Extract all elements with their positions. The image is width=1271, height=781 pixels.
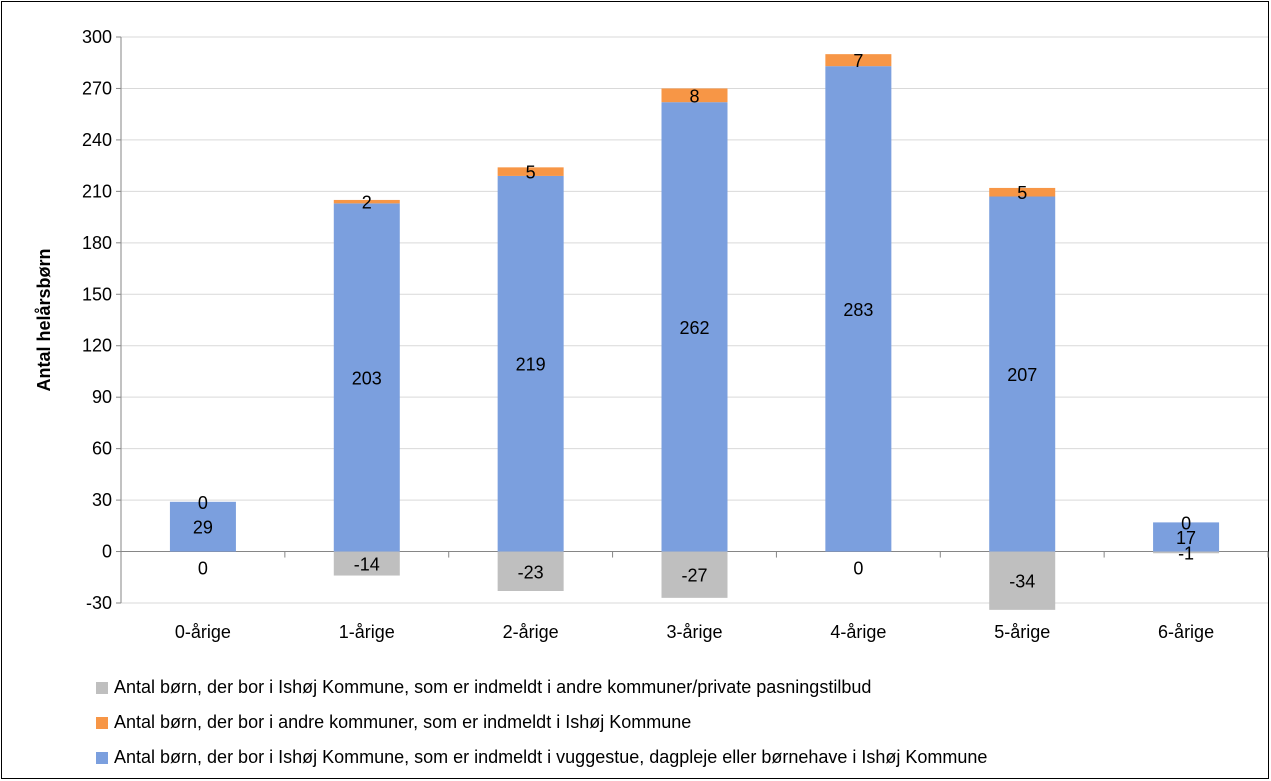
legend-label: Antal børn, der bor i Ishøj Kommune, som… xyxy=(114,677,872,697)
y-tick-label: 90 xyxy=(92,387,112,407)
y-axis-title: Antal helårsbørn xyxy=(34,248,54,391)
bar-from-other-municipalities xyxy=(825,54,892,67)
bar-from-other-municipalities xyxy=(497,167,564,176)
data-label-other-municipalities: 0 xyxy=(853,559,863,579)
y-tick-label: 210 xyxy=(82,181,112,201)
data-label-ishoj-enrolled: 283 xyxy=(843,300,873,320)
legend-swatch-orange xyxy=(96,717,108,729)
legend-label: Antal børn, der bor i andre kommuner, so… xyxy=(114,712,692,732)
data-label-ishoj-enrolled: 219 xyxy=(516,355,546,375)
legend-item-from-other-municipalities: Antal børn, der bor i andre kommuner, so… xyxy=(96,705,987,740)
y-tick-label: 240 xyxy=(82,130,112,150)
x-tick-label: 2-årige xyxy=(503,622,559,642)
x-tick-label: 5-årige xyxy=(994,622,1050,642)
data-label-other-municipalities: -34 xyxy=(1009,572,1035,592)
bar-other-municipalities xyxy=(1153,551,1220,554)
legend-label: Antal børn, der bor i Ishøj Kommune, som… xyxy=(114,747,988,767)
y-tick-label: 120 xyxy=(82,336,112,356)
data-label-ishoj-enrolled: 17 xyxy=(1176,528,1196,548)
y-tick-label: -30 xyxy=(86,593,112,613)
bar-ishoj-enrolled xyxy=(1153,522,1220,552)
bar-from-other-municipalities xyxy=(989,187,1056,197)
data-label-from-other-municipalities: 7 xyxy=(853,51,863,71)
y-tick-label: 30 xyxy=(92,490,112,510)
x-tick-label: 4-årige xyxy=(830,622,886,642)
legend-item-ishoj-enrolled: Antal børn, der bor i Ishøj Kommune, som… xyxy=(96,740,987,775)
y-tick-label: 180 xyxy=(82,233,112,253)
legend: Antal børn, der bor i Ishøj Kommune, som… xyxy=(96,670,987,775)
data-label-from-other-municipalities: 5 xyxy=(526,163,536,183)
bar-ishoj-enrolled xyxy=(661,102,728,552)
data-label-from-other-municipalities: 2 xyxy=(362,193,372,213)
data-label-ishoj-enrolled: 203 xyxy=(352,368,382,388)
x-tick-label: 3-årige xyxy=(666,622,722,642)
data-label-other-municipalities: 0 xyxy=(198,559,208,579)
y-tick-label: 270 xyxy=(82,78,112,98)
bar-ishoj-enrolled xyxy=(989,196,1056,552)
data-label-ishoj-enrolled: 262 xyxy=(679,318,709,338)
data-label-other-municipalities: -27 xyxy=(681,566,707,586)
bar-other-municipalities xyxy=(333,551,400,576)
data-label-other-municipalities: -14 xyxy=(354,555,380,575)
legend-swatch-blue xyxy=(96,752,108,764)
y-tick-label: 150 xyxy=(82,284,112,304)
data-label-ishoj-enrolled: 29 xyxy=(193,518,213,538)
data-label-from-other-municipalities: 0 xyxy=(198,493,208,513)
bar-other-municipalities xyxy=(661,551,728,598)
bar-ishoj-enrolled xyxy=(169,501,236,552)
data-label-from-other-municipalities: 5 xyxy=(1017,183,1027,203)
data-label-other-municipalities: -1 xyxy=(1178,543,1194,563)
bar-ishoj-enrolled xyxy=(333,203,400,552)
bar-other-municipalities xyxy=(989,551,1056,610)
bar-from-other-municipalities xyxy=(661,88,728,103)
data-label-other-municipalities: -23 xyxy=(518,562,544,582)
y-tick-label: 60 xyxy=(92,439,112,459)
y-tick-label: 0 xyxy=(102,542,112,562)
bar-ishoj-enrolled xyxy=(497,175,564,552)
data-label-ishoj-enrolled: 207 xyxy=(1007,365,1037,385)
data-label-from-other-municipalities: 8 xyxy=(689,86,699,106)
x-tick-label: 0-årige xyxy=(175,622,231,642)
bar-other-municipalities xyxy=(497,551,564,591)
y-tick-label: 300 xyxy=(82,27,112,47)
legend-item-other-municipalities: Antal børn, der bor i Ishøj Kommune, som… xyxy=(96,670,987,705)
x-tick-label: 1-årige xyxy=(339,622,395,642)
legend-swatch-gray xyxy=(96,682,108,694)
data-label-from-other-municipalities: 0 xyxy=(1181,513,1191,533)
bar-from-other-municipalities xyxy=(333,199,400,204)
x-tick-label: 6-årige xyxy=(1158,622,1214,642)
bar-ishoj-enrolled xyxy=(825,66,892,552)
